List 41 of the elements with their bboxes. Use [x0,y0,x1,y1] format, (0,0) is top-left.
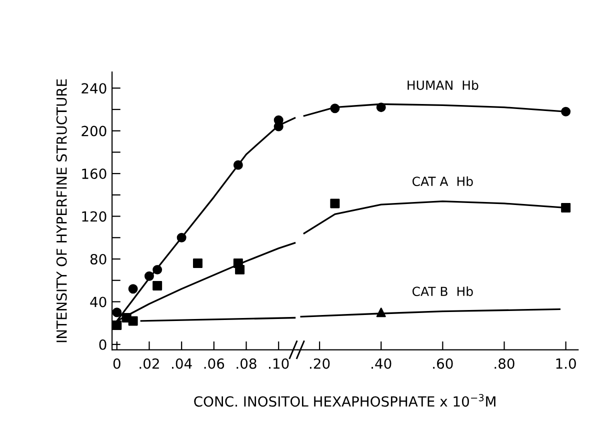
y-tick-label: 40 [90,296,106,308]
point [274,122,284,132]
point [376,308,386,318]
point [235,264,245,274]
y-tick-label: 80 [90,254,106,264]
point [152,280,162,290]
y-tick-label: 200 [82,126,106,136]
y-tick-label: 240 [82,83,106,94]
series-label: CAT B Hb [412,286,473,296]
point [128,316,138,326]
x-tick-label: .40 [372,358,392,369]
point [561,202,571,212]
y-axis-title: INTENSITY OF HYPERFINE STRUCTURE [56,79,67,342]
y-tick-label: 160 [82,168,106,180]
x-tick-label: .10 [269,358,289,369]
x-tick-label: 1.0 [556,358,576,369]
point [144,271,154,281]
series-label: HUMAN Hb [408,80,478,90]
series-label: CAT A Hb [412,176,473,186]
x-tick-label: .20 [310,358,330,369]
point [561,106,571,116]
y-tick-label: 0 [99,339,106,350]
point [112,320,122,330]
point [112,308,122,318]
x-tick-label: .06 [204,358,224,369]
x-tick-label: .02 [140,358,159,369]
point [233,160,243,170]
point [152,264,162,274]
point [330,104,340,114]
point [176,232,186,242]
x-tick-label: .80 [494,358,514,369]
point [330,198,340,208]
point [193,258,202,268]
y-tick-label: 120 [82,211,106,222]
x-tick-label: .60 [433,358,453,369]
x-axis-title: CONC. INOSITOL HEXAPHOSPHATE x 10$^{−3}$M [194,394,496,407]
point [376,102,386,112]
x-tick-label: .04 [172,358,192,369]
point [128,284,138,294]
x-tick-label: 0 [113,358,120,369]
x-tick-label: .08 [236,358,256,369]
